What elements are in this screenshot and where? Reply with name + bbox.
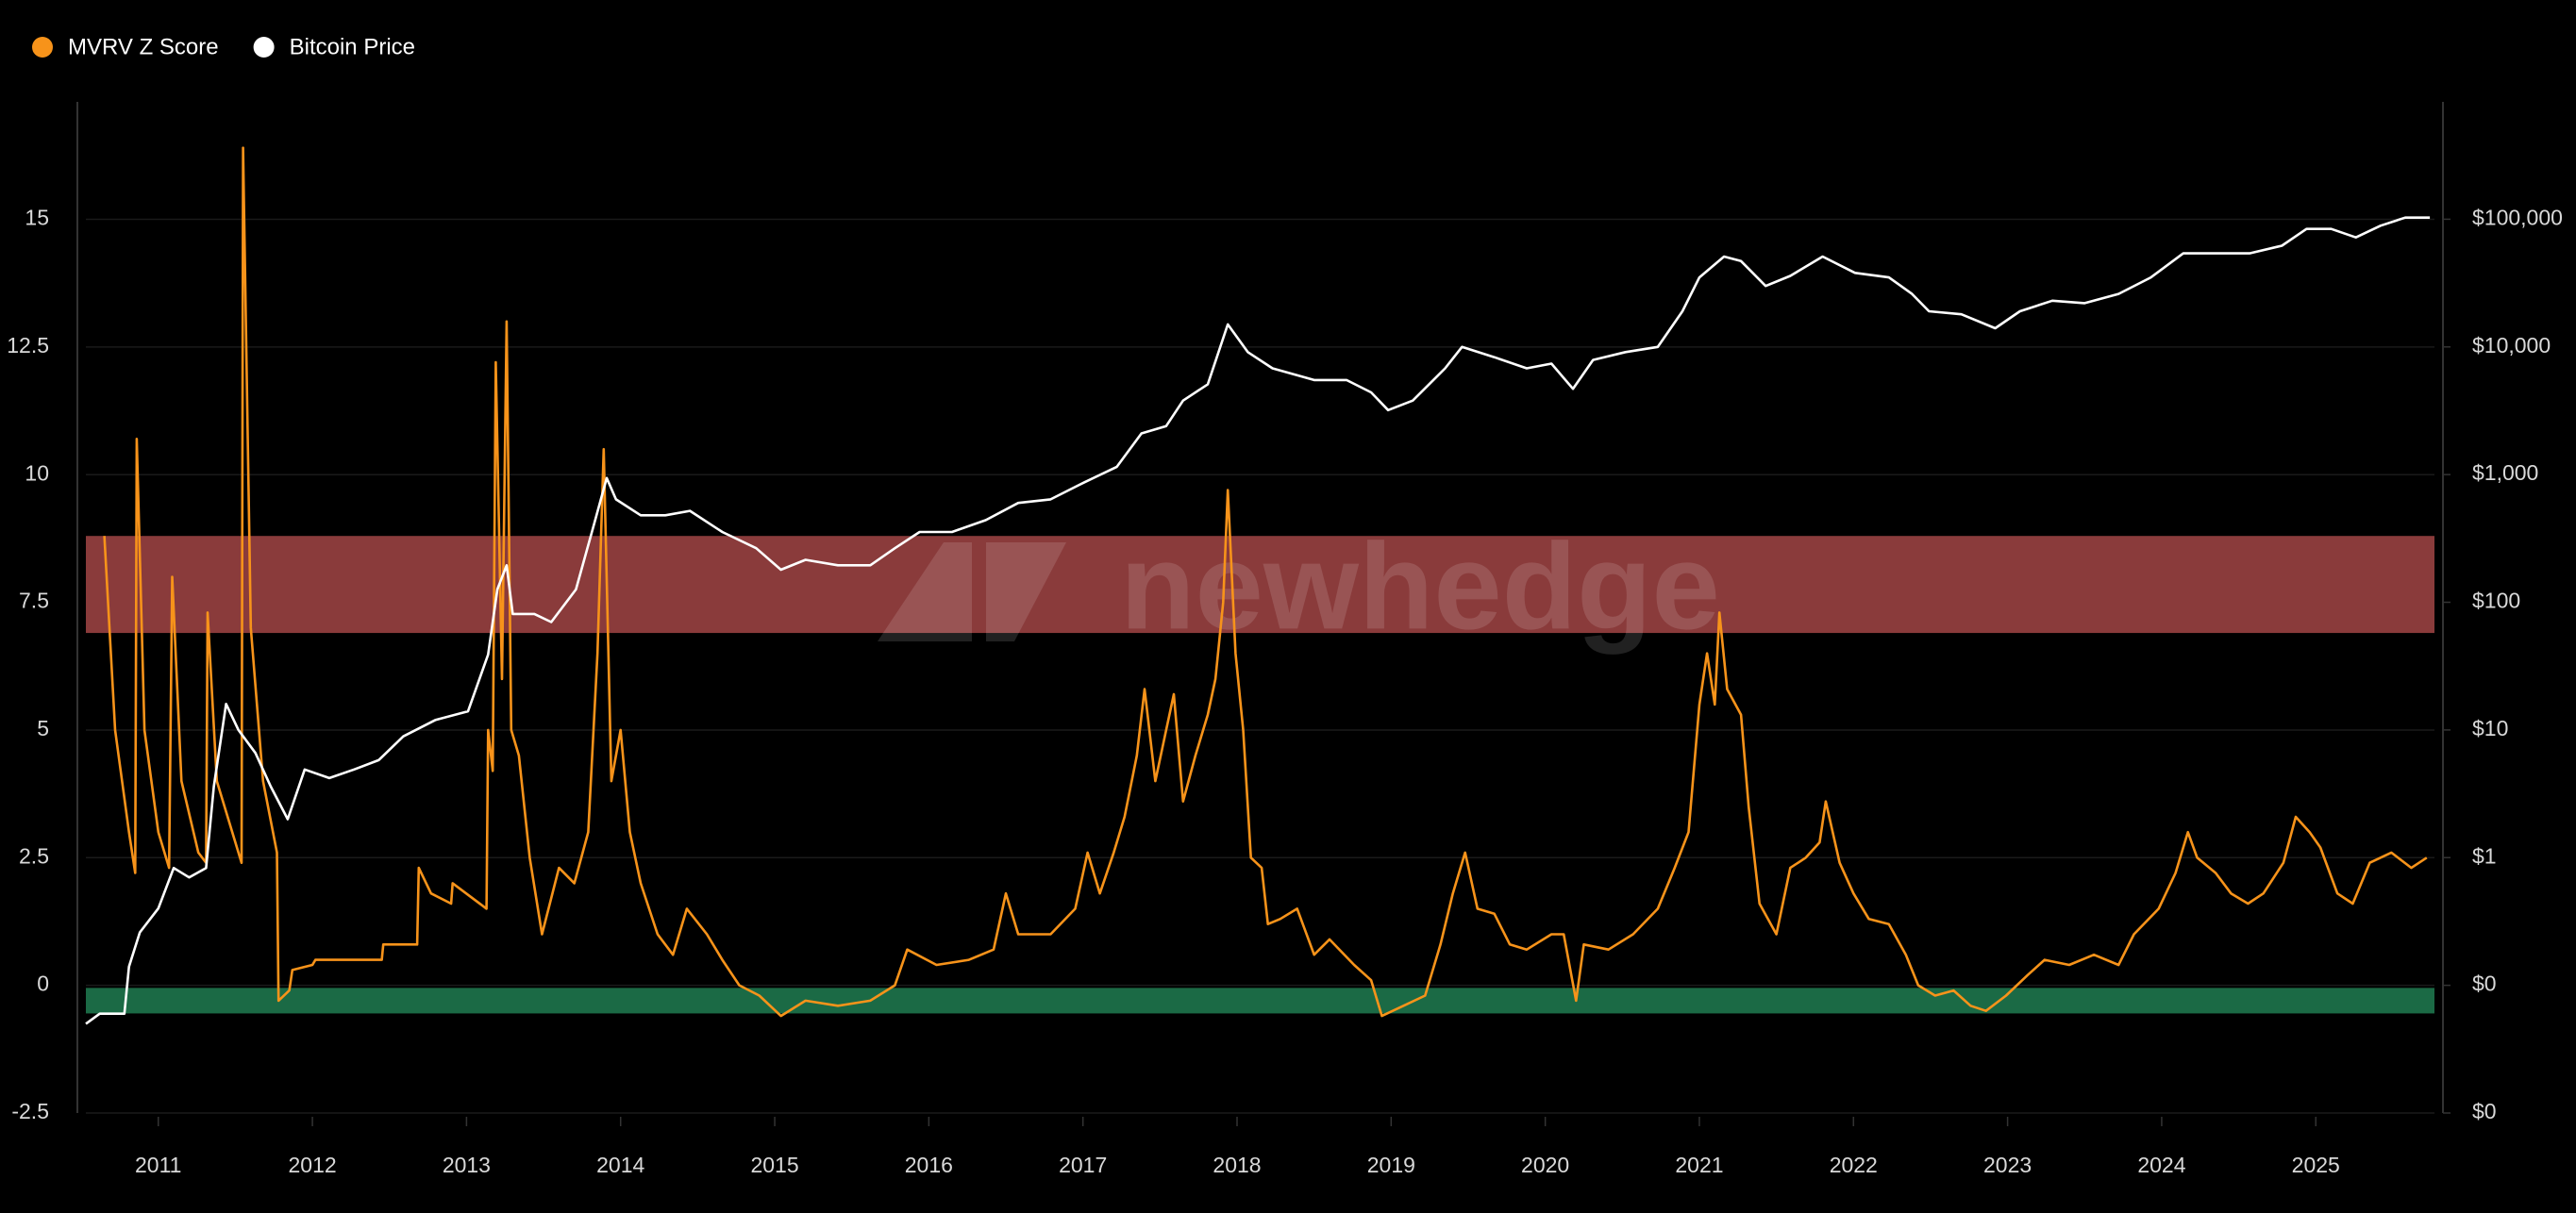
x-tick-label: 2019 [1367, 1153, 1415, 1177]
x-tick-label: 2024 [2137, 1153, 2185, 1177]
x-tick-label: 2012 [288, 1153, 336, 1177]
legend-label: Bitcoin Price [290, 34, 415, 59]
x-tick-label: 2016 [905, 1153, 953, 1177]
x-tick-label: 2025 [2292, 1153, 2340, 1177]
y-tick-label: 2.5 [19, 843, 49, 868]
y2-tick-label: $10 [2472, 716, 2508, 740]
y-tick-label: -2.5 [11, 1099, 49, 1123]
band [86, 988, 2434, 1014]
y-tick-label: 10 [25, 460, 49, 485]
watermark: newhedge [1120, 517, 1720, 655]
x-tick-label: 2018 [1213, 1153, 1261, 1177]
y2-tick-label: $0 [2472, 1099, 2497, 1123]
x-tick-label: 2015 [750, 1153, 798, 1177]
x-tick-label: 2020 [1521, 1153, 1569, 1177]
series-line [103, 146, 2428, 1018]
x-tick-label: 2011 [135, 1153, 181, 1177]
y2-tick-label: $1,000 [2472, 460, 2538, 485]
series-line [85, 216, 2431, 1025]
legend-label: MVRV Z Score [68, 34, 219, 59]
x-tick-label: 2021 [1675, 1153, 1723, 1177]
y-tick-label: 0 [37, 972, 49, 996]
x-tick-label: 2023 [1983, 1153, 2032, 1177]
y-tick-label: 12.5 [7, 333, 49, 357]
legend-marker [253, 37, 275, 58]
y2-tick-label: $0 [2472, 972, 2497, 996]
watermark-logo [878, 542, 1066, 641]
y-tick-label: 5 [37, 716, 49, 740]
x-tick-label: 2022 [1830, 1153, 1878, 1177]
x-tick-label: 2013 [443, 1153, 491, 1177]
x-tick-label: 2017 [1059, 1153, 1107, 1177]
band [86, 536, 2434, 634]
y-tick-label: 7.5 [19, 589, 49, 613]
y2-tick-label: $100 [2472, 589, 2520, 613]
y2-tick-label: $1 [2472, 843, 2497, 868]
y-tick-label: 15 [25, 206, 49, 230]
y2-tick-label: $100,000 [2472, 205, 2563, 229]
y2-tick-label: $10,000 [2472, 333, 2551, 357]
x-tick-label: 2014 [596, 1153, 644, 1177]
legend-marker [32, 37, 53, 58]
